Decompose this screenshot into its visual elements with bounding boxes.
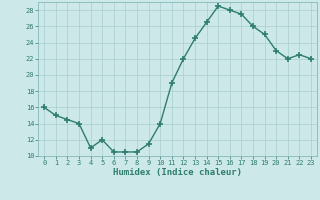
X-axis label: Humidex (Indice chaleur): Humidex (Indice chaleur) [113, 168, 242, 177]
